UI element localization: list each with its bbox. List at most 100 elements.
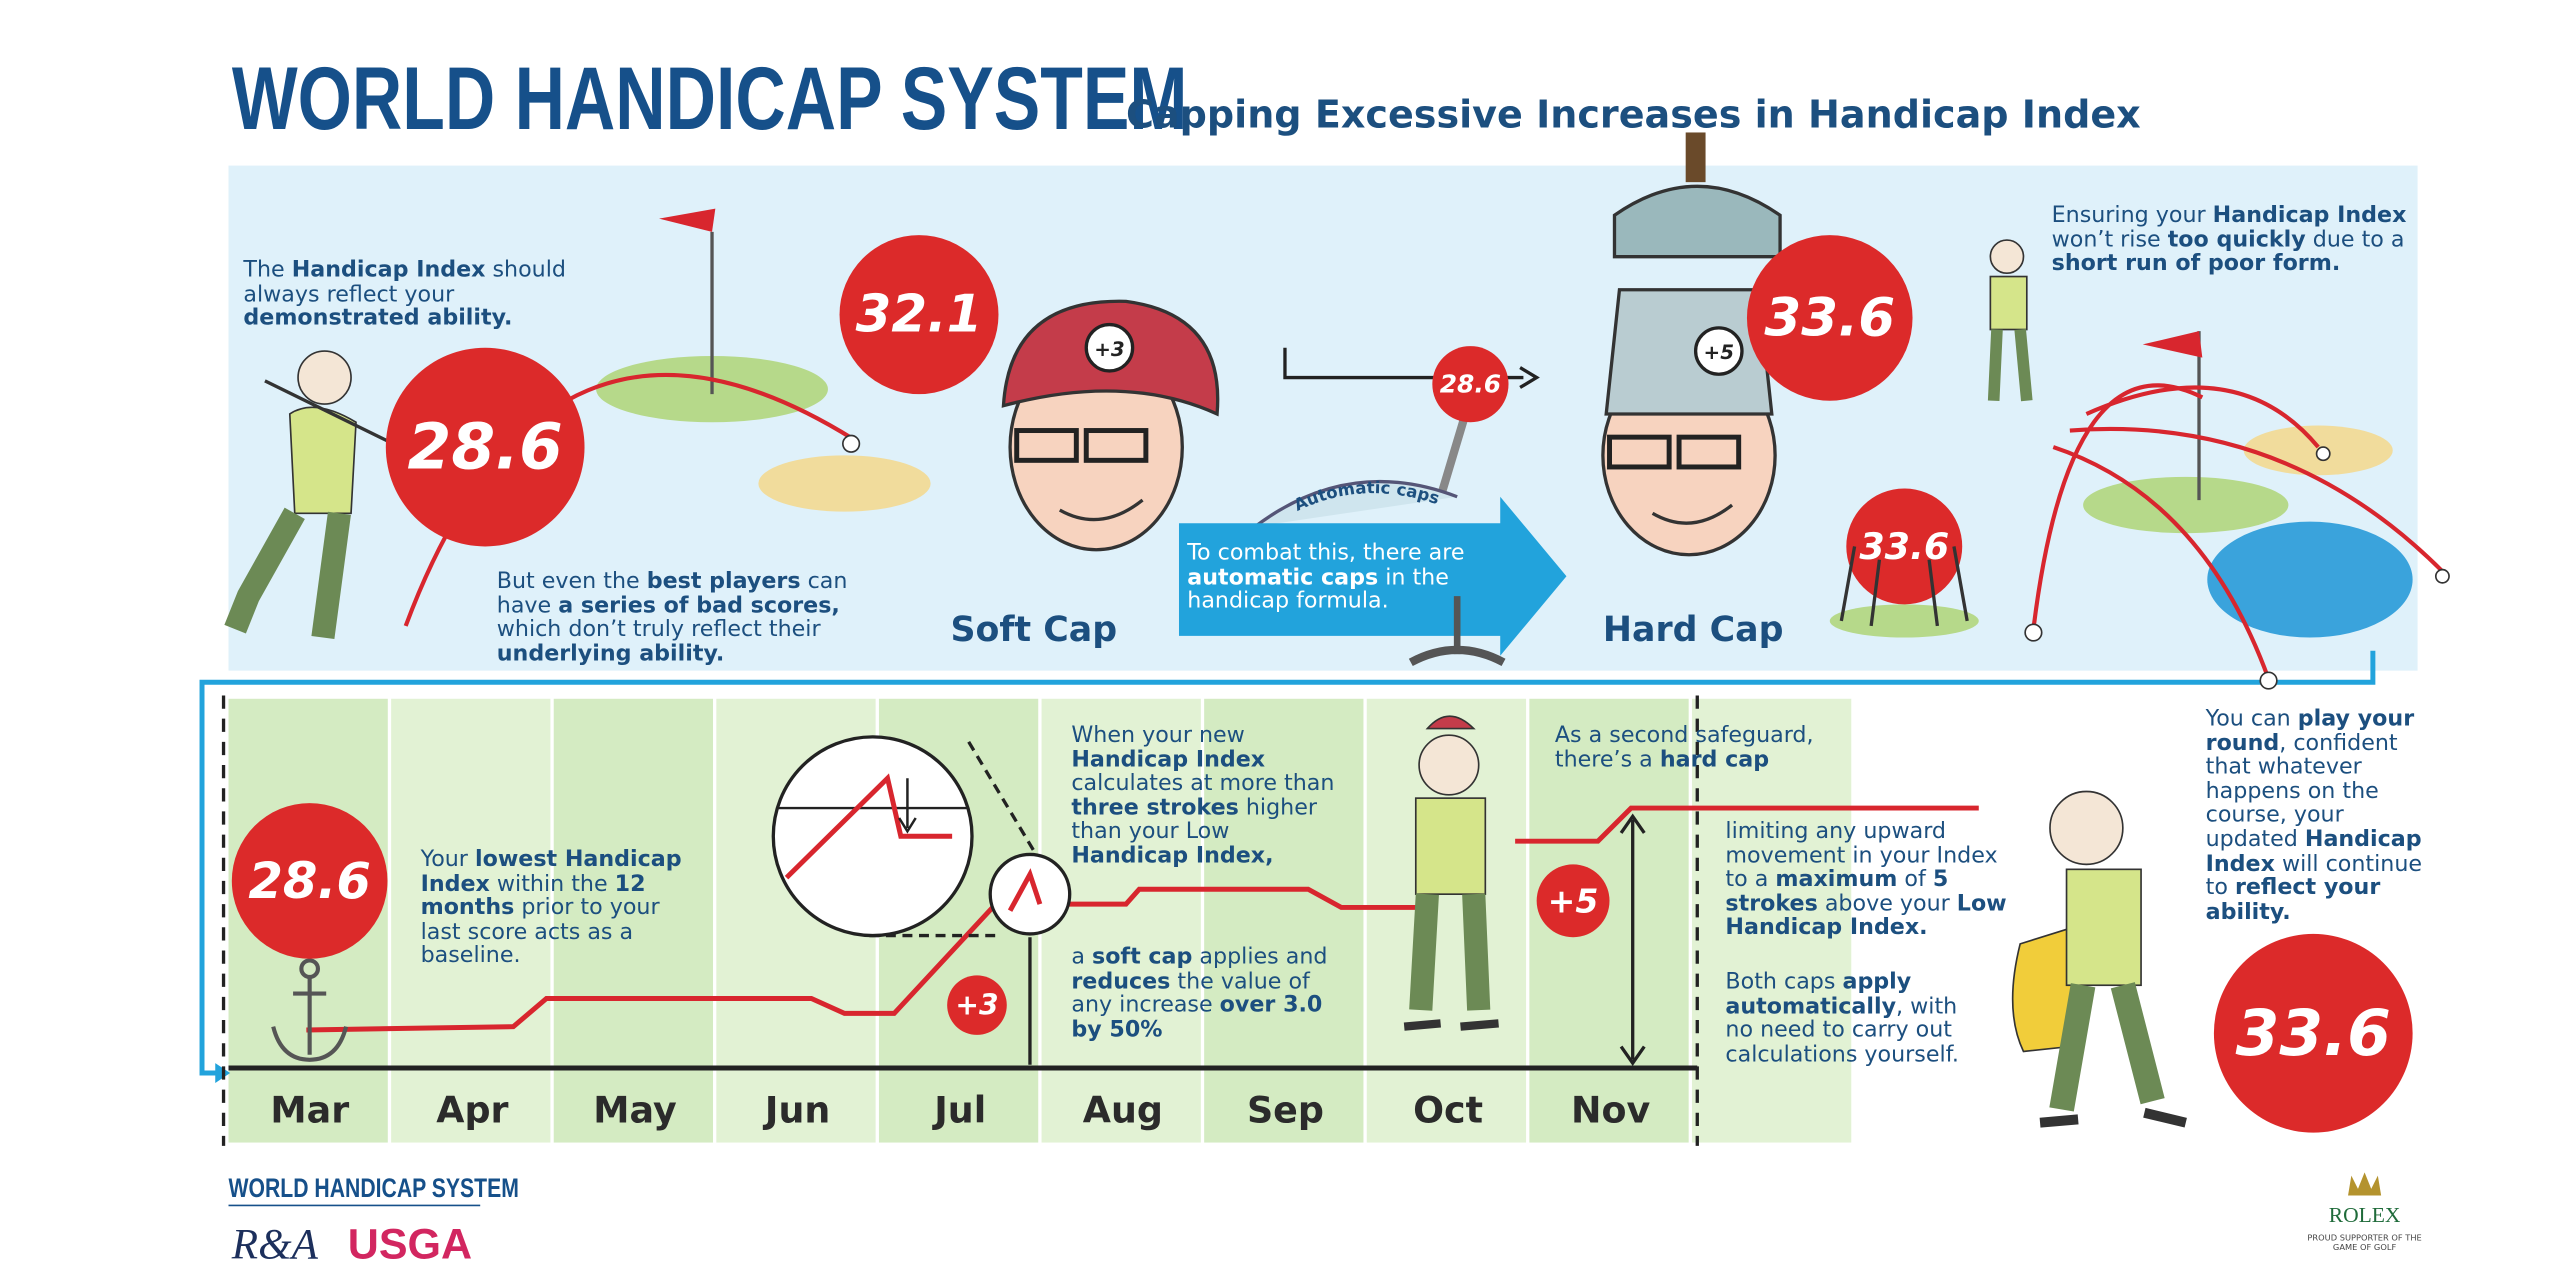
ball <box>2259 671 2278 690</box>
score: 33.6 <box>1859 525 1949 568</box>
ball-trajectories <box>2031 383 2444 680</box>
play-round-text: You can play your round, confident that … <box>2205 707 2438 926</box>
zoom-line-red <box>784 773 953 880</box>
text-run: To combat this, there are <box>1187 541 1465 567</box>
cap-badge <box>1084 322 1135 373</box>
text-run: applies and <box>1192 945 1328 971</box>
intro-text: The Handicap Index should always reflect… <box>243 258 574 332</box>
month-label: Oct <box>1413 1089 1483 1132</box>
bad-scores-text: But even the best players can have a ser… <box>496 569 903 668</box>
text-run: should always reflect your <box>243 258 566 308</box>
month-label: Jun <box>762 1089 830 1132</box>
footer-wordmark: WORLD HANDICAP SYSTEM <box>229 1174 519 1204</box>
text-run: Ensuring your <box>2051 203 2213 229</box>
text-bold: too quickly <box>2167 227 2306 253</box>
text-run: above your <box>1817 892 1957 917</box>
flag <box>659 208 716 232</box>
text-run: Your <box>420 847 475 873</box>
text-bold: maximum <box>1775 867 1898 893</box>
ball <box>2024 623 2043 642</box>
cap-amount: +5 <box>1548 881 1599 920</box>
small-golfer <box>1987 239 2033 402</box>
month-column <box>1691 698 1852 1143</box>
rolex-tagline: PROUD SUPPORTER OF THE GAME OF GOLF <box>2307 1233 2422 1254</box>
soft-cap-label: Soft Cap <box>950 609 1118 650</box>
text-bold: Handicap Index <box>2205 827 2422 877</box>
cap-badge <box>1693 326 1744 376</box>
text-bold: 5 strokes <box>1725 867 1949 917</box>
ball <box>2315 446 2331 462</box>
soft-cap-applies-text: a soft cap applies and reduces the value… <box>1071 945 1352 1044</box>
second-safeguard-text: As a second safeguard, there’s a hard ca… <box>1554 723 1845 773</box>
text-bold: play your round <box>2205 707 2415 757</box>
text-bold: demonstrated ability. <box>243 306 513 332</box>
limiting-text: limiting any upward movement in your Ind… <box>1725 819 2023 942</box>
text-run: As a second safeguard, there’s a <box>1554 723 1814 773</box>
month-label: Mar <box>270 1089 349 1132</box>
anchor <box>271 958 349 1062</box>
text-bold: best players <box>646 569 801 595</box>
text-bold: soft cap <box>1092 945 1193 971</box>
ensuring-text: Ensuring your Handicap Index won’t rise … <box>2051 203 2416 277</box>
pond <box>2207 521 2413 638</box>
score: 33.6 <box>2236 997 2391 1070</box>
text-bold: reflect your ability. <box>2205 876 2381 926</box>
zoom-line <box>967 740 1062 896</box>
cap-badge-text: +5 <box>1704 341 1734 364</box>
cap-amount-circle <box>1536 864 1610 938</box>
text-bold: apply automatically <box>1725 970 1912 1020</box>
rolex-tagline-box: PROUD SUPPORTER OF THE GAME OF GOLF <box>2307 1233 2422 1254</box>
rolex: ROLEX <box>2329 1203 2401 1227</box>
text-run: prior to your last score acts as a basel… <box>420 896 660 970</box>
flag <box>2142 331 2203 358</box>
arrow-box <box>1178 496 1567 656</box>
text-bold: Handicap Index <box>291 258 486 284</box>
claw-rod <box>1685 132 1706 183</box>
text-bold: reduces <box>1071 969 1171 995</box>
month-label: Aug <box>1083 1089 1163 1132</box>
text-run: of <box>1897 867 1933 893</box>
month-label: Apr <box>436 1089 508 1132</box>
text-bold: Low Handicap Index. <box>1725 892 2007 942</box>
arrow-text: To combat this, there are automatic caps… <box>1187 541 1477 615</box>
score-circle <box>1846 488 1963 605</box>
soft-cap-when-text: When your new Handicap Index calculates … <box>1071 723 1344 870</box>
title: WORLD HANDICAP SYSTEM <box>232 48 1188 148</box>
golfer <box>224 350 435 640</box>
machine-base <box>1408 645 1506 667</box>
score-circle <box>231 803 388 959</box>
magnifier <box>771 735 974 938</box>
zoom-spot-line <box>1007 868 1043 912</box>
cap-amount-circle <box>947 975 1007 1035</box>
text-run: a <box>1071 945 1093 971</box>
text-run: can have <box>496 569 848 619</box>
text-run: , confident that whatever happens on the… <box>2205 731 2398 853</box>
subtitle: Capping Excessive Increases in Handicap … <box>1126 93 2141 137</box>
text-run: limiting any upward movement in your Ind… <box>1725 819 1998 893</box>
score-circle <box>2213 933 2413 1133</box>
text-run: Both caps <box>1725 970 1843 996</box>
cap-badge-text: +3 <box>1094 338 1124 361</box>
text-run: due to a <box>2305 227 2405 253</box>
flow-line <box>199 650 2376 1076</box>
machine-dial <box>1254 480 1458 528</box>
text-bold: Handicap Index, <box>1071 844 1274 870</box>
score: 28.6 <box>1440 370 1501 399</box>
zoom-spot <box>988 852 1072 936</box>
text-bold: Handicap Index <box>2212 203 2407 229</box>
text-run: , with no need to carry out calculations… <box>1725 994 1959 1068</box>
text-bold: underlying ability. <box>496 642 725 667</box>
text-run: will continue to <box>2205 852 2423 902</box>
month-label: Jul <box>931 1089 986 1132</box>
text-run: When your new <box>1071 723 1245 749</box>
hard-cap-face <box>1601 288 1777 557</box>
score-circle <box>1432 346 1509 423</box>
baseline-text: Your lowest Handicap Index within the 12… <box>420 847 702 970</box>
text-run: in the handicap formula. <box>1187 565 1449 615</box>
text-run: calculates at more than <box>1071 771 1335 797</box>
text-run: But even the <box>496 569 647 595</box>
score: 28.6 <box>248 852 371 910</box>
grass <box>1829 604 1979 638</box>
